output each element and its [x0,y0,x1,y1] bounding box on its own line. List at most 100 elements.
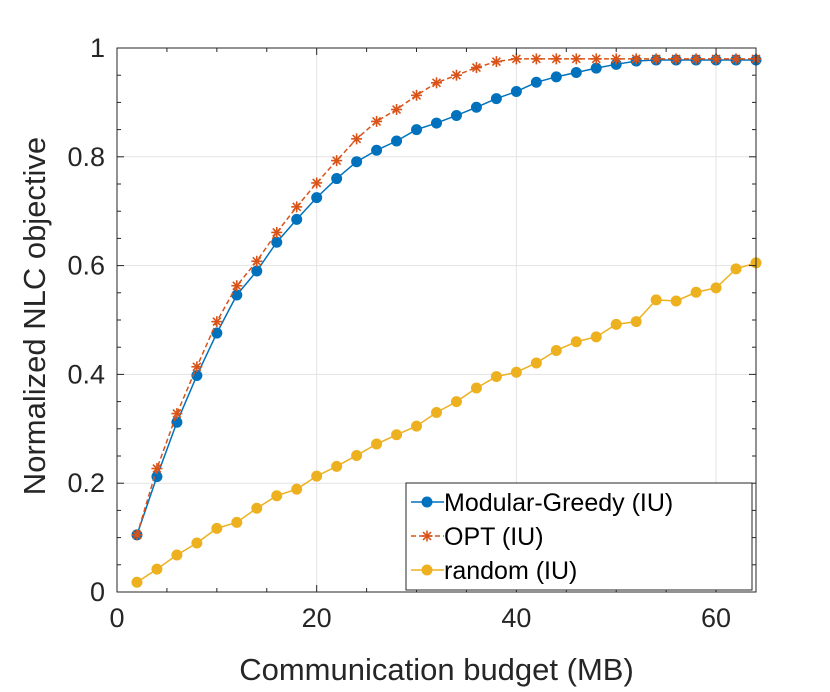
asterisk-stroke [132,530,142,540]
data-point [331,155,343,167]
asterisk-stroke [571,54,581,64]
x-axis-label: Communication budget (MB) [239,652,634,687]
asterisk-stroke [451,70,461,80]
data-point [391,135,403,147]
asterisk-stroke [332,156,342,166]
asterisk-stroke [412,90,422,100]
data-point [351,133,363,145]
data-point [251,255,263,267]
data-point [490,371,502,383]
y-axis-label: Normalized NLC objective [17,137,52,495]
data-point [510,53,522,65]
x-tick-label: 40 [501,603,531,633]
data-point [391,103,403,115]
data-point [610,53,622,65]
data-point [131,529,143,541]
asterisk-stroke [352,134,362,144]
legend-marker [421,496,433,508]
data-point [231,289,243,301]
data-point [510,86,522,98]
y-tick-label: 0.6 [67,251,105,281]
data-point [730,53,742,65]
x-tick-label: 60 [701,603,731,633]
data-point [610,318,622,330]
data-point [371,115,383,127]
asterisk-stroke [531,54,541,64]
asterisk-stroke [671,54,681,64]
series-0 [131,54,762,541]
data-point [431,77,442,89]
x-tick-label: 20 [302,603,332,633]
data-point [251,502,263,514]
y-tick-label: 0.8 [67,142,105,172]
legend: Modular-Greedy (IU) OPT (IU) random (IU) [405,482,753,591]
data-point [191,361,203,373]
data-point [151,563,163,575]
data-point [311,470,323,482]
data-point [510,366,522,378]
data-point [490,93,502,105]
data-point [311,177,323,189]
data-point [710,53,722,65]
asterisk-stroke [152,463,162,474]
data-point [530,53,542,65]
asterisk-stroke [591,54,601,64]
legend-label: random (IU) [444,557,577,585]
asterisk-stroke [731,54,741,64]
data-point [570,66,582,78]
asterisk-stroke [551,54,561,64]
asterisk-stroke [172,409,182,419]
asterisk-stroke [651,54,661,64]
data-point [690,286,702,298]
data-point [271,490,283,502]
data-point [570,336,582,348]
asterisk-stroke [212,317,222,327]
data-point [590,62,602,74]
legend-box [405,482,753,591]
data-point [490,56,502,68]
data-point [171,408,183,420]
data-point [151,463,163,475]
tick-labels: 0 20 40 60 0 0.2 0.4 0.6 0.8 1 [67,33,731,633]
legend-label: Modular-Greedy (IU) [444,489,673,517]
data-point [291,213,303,225]
data-point [670,295,682,307]
data-point [231,516,243,528]
asterisk-stroke [431,78,442,88]
data-point [311,192,323,204]
data-point [450,69,462,81]
data-point [191,537,203,549]
data-point [271,226,283,238]
x-tick-label: 0 [109,603,124,633]
data-point [371,438,383,450]
data-point [411,420,423,432]
data-point [590,53,602,65]
series-1 [131,53,762,541]
data-point [291,201,303,213]
data-point [710,282,722,294]
data-point [470,382,482,394]
data-point [391,429,403,441]
asterisk-stroke [232,281,242,291]
data-point [331,460,343,472]
asterisk-stroke [252,256,262,266]
data-point [211,327,223,339]
data-point [570,53,582,65]
data-point [211,316,223,328]
data-point [470,62,482,74]
asterisk-stroke [691,54,701,64]
data-point [131,576,143,588]
data-point [650,294,662,306]
data-point [351,449,363,461]
series-group [131,53,762,588]
data-point [371,144,383,156]
data-point [630,316,642,328]
y-tick-label: 0.2 [67,468,105,498]
asterisk-stroke [192,362,202,372]
y-tick-label: 0.4 [67,359,105,389]
data-point [690,53,702,65]
data-point [450,396,462,408]
axis-ticks [116,47,756,593]
y-tick-label: 0 [90,577,105,607]
